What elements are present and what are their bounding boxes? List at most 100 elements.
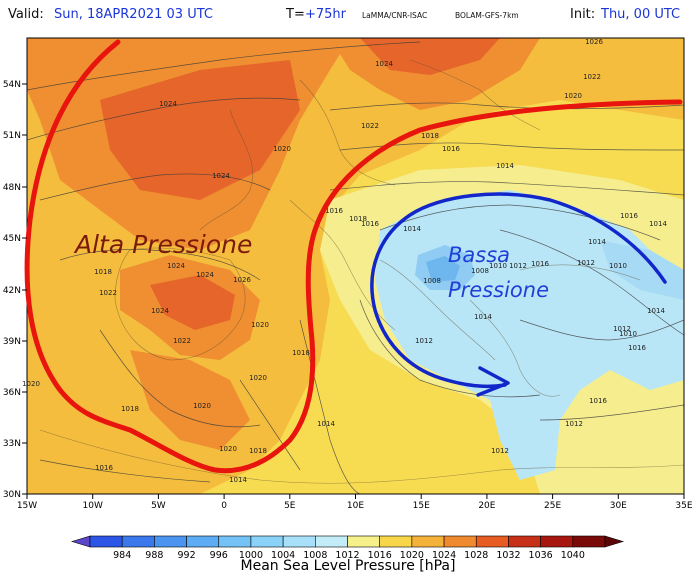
lon-tick-label: 10W [83,501,103,511]
forecast-step-label: T= [286,7,305,22]
isobar-value-label: 1020 [273,145,291,153]
colorbar-swatch [347,535,380,548]
lon-tick-label: 5E [284,501,296,511]
isobar-value-label: 1016 [620,212,638,220]
low-pressure-boundary [370,192,667,389]
lat-tick-label: 45N [3,234,21,244]
lat-tick-label: 51N [3,131,21,141]
colorbar-swatch [540,535,574,548]
valid-label: Valid: [8,7,44,22]
isobar-value-label: 1016 [442,145,460,153]
lat-tick-label: 54N [3,80,21,90]
isobar-value-label: 1014 [649,220,667,228]
colorbar-tick-label: 1032 [496,550,520,561]
isobar-value-label: 1010 [609,262,627,270]
lat-tick-label: 33N [3,439,21,449]
legend-title: Mean Sea Level Pressure [hPa] [240,558,456,574]
isobar-value-label: 1020 [564,92,582,100]
isobar-value-label: 1016 [325,207,343,215]
isobar-value-label: 1024 [159,100,177,108]
isobar-value-label: 1018 [94,268,112,276]
isobar-value-label: 1018 [349,215,367,223]
colorbar-tick-label: 996 [210,550,228,561]
colorbar-tick-label: 1024 [432,550,456,561]
model-name: BOLAM-GFS-7km [455,11,519,20]
lat-tick-label: 48N [3,183,21,193]
colorbar-tick-label: 1016 [368,550,392,561]
colorbar-tick-label: 1020 [400,550,424,561]
latitude-ticks: 54N 51N 48N 45N 42N 39N 36N 33N 30N [3,80,27,500]
forecast-step-value: +75hr [305,7,347,22]
lon-tick-label: 15W [17,501,37,511]
colorbar-swatch [379,535,413,548]
isobar-value-label: 1022 [99,289,117,297]
colorbar-swatch [315,535,348,548]
lat-tick-label: 30N [3,490,21,500]
colorbar-tick-label: 1036 [529,550,553,561]
lon-tick-label: 25E [544,501,561,511]
isobar-value-label: 1026 [585,38,603,46]
isobar-value-label: 1012 [415,337,433,345]
isobar-value-label: 1022 [583,73,601,81]
isobar-value-label: 1020 [22,380,40,388]
isobar-value-label: 1020 [193,402,211,410]
colorbar-swatch [154,535,187,548]
isobar-value-label: 1014 [588,238,606,246]
lon-tick-label: 15E [413,501,430,511]
lon-tick-label: 35E [675,501,692,511]
isobar-value-label: 1024 [167,262,185,270]
isobar-value-label: 1018 [292,349,310,357]
colorbar-swatch [508,535,541,548]
isobar-value-label: 1014 [496,162,514,170]
colorbar-tick-label: 1028 [464,550,488,561]
isobar-value-label: 1018 [249,447,267,455]
colorbar-swatch [411,535,445,548]
low-pressure-arrowhead [476,366,510,397]
map-field [27,38,684,494]
lat-tick-label: 42N [3,286,21,296]
colorbar-tick-label: 988 [145,550,163,561]
isobar-value-label: 1014 [647,307,665,315]
low-pressure-label-2: Pressione [448,278,549,302]
colorbar-tick-label: 1012 [335,550,359,561]
coastlines [39,59,684,484]
colorbar-tick-label: 1040 [561,550,585,561]
colorbar-swatch [121,535,155,548]
colorbar-swatch [218,535,252,548]
isobar-value-label: 1020 [219,445,237,453]
model-org: LaMMA/CNR-ISAC [362,11,428,20]
colorbar-swatch [186,535,220,548]
lon-tick-label: 10E [347,501,364,511]
isobar-value-label: 1014 [229,476,247,484]
isobar-value-label: 1012 [565,420,583,428]
isobar-value-label: 1024 [151,307,169,315]
lat-tick-label: 39N [3,337,21,347]
isobar-value-label: 1010 [619,330,637,338]
isobar-value-label: 1016 [589,397,607,405]
isobar-value-label: 1016 [95,464,113,472]
colorbar-swatch [443,535,477,548]
isobar-value-label: 1012 [577,259,595,267]
isobar-value-label: 1014 [474,313,492,321]
isobar-value-label: 1008 [423,277,441,285]
isobar-value-label: 1020 [251,321,269,329]
isobar-value-label: 1008 [471,267,489,275]
isobar-value-label: 1020 [249,374,267,382]
colorbar-tick-label: 1000 [239,550,263,561]
isobar-value-label: 1016 [628,344,646,352]
isobar-value-label: 1024 [375,60,393,68]
isobar-value-label: 1012 [509,262,527,270]
colorbar-swatch [89,535,123,548]
isobar-value-label: 1024 [196,271,214,279]
isobar-labels: 1024102610221020102410221020101810161014… [22,38,667,484]
lon-tick-label: 0 [221,501,227,511]
valid-date: Sun, 18APR2021 03 UTC [54,7,213,22]
isobar-value-label: 1024 [212,172,230,180]
low-pressure-label-1: Bassa [448,243,510,267]
colorbar-high-arrow [604,535,625,548]
colorbar-tick-label: 984 [113,550,131,561]
isobar-value-label: 1026 [233,276,251,284]
colorbar: 984 988 992 996 1000 1004 1008 1012 1016 1020 1024… [70,535,625,561]
isobar-value-label: 1018 [421,132,439,140]
